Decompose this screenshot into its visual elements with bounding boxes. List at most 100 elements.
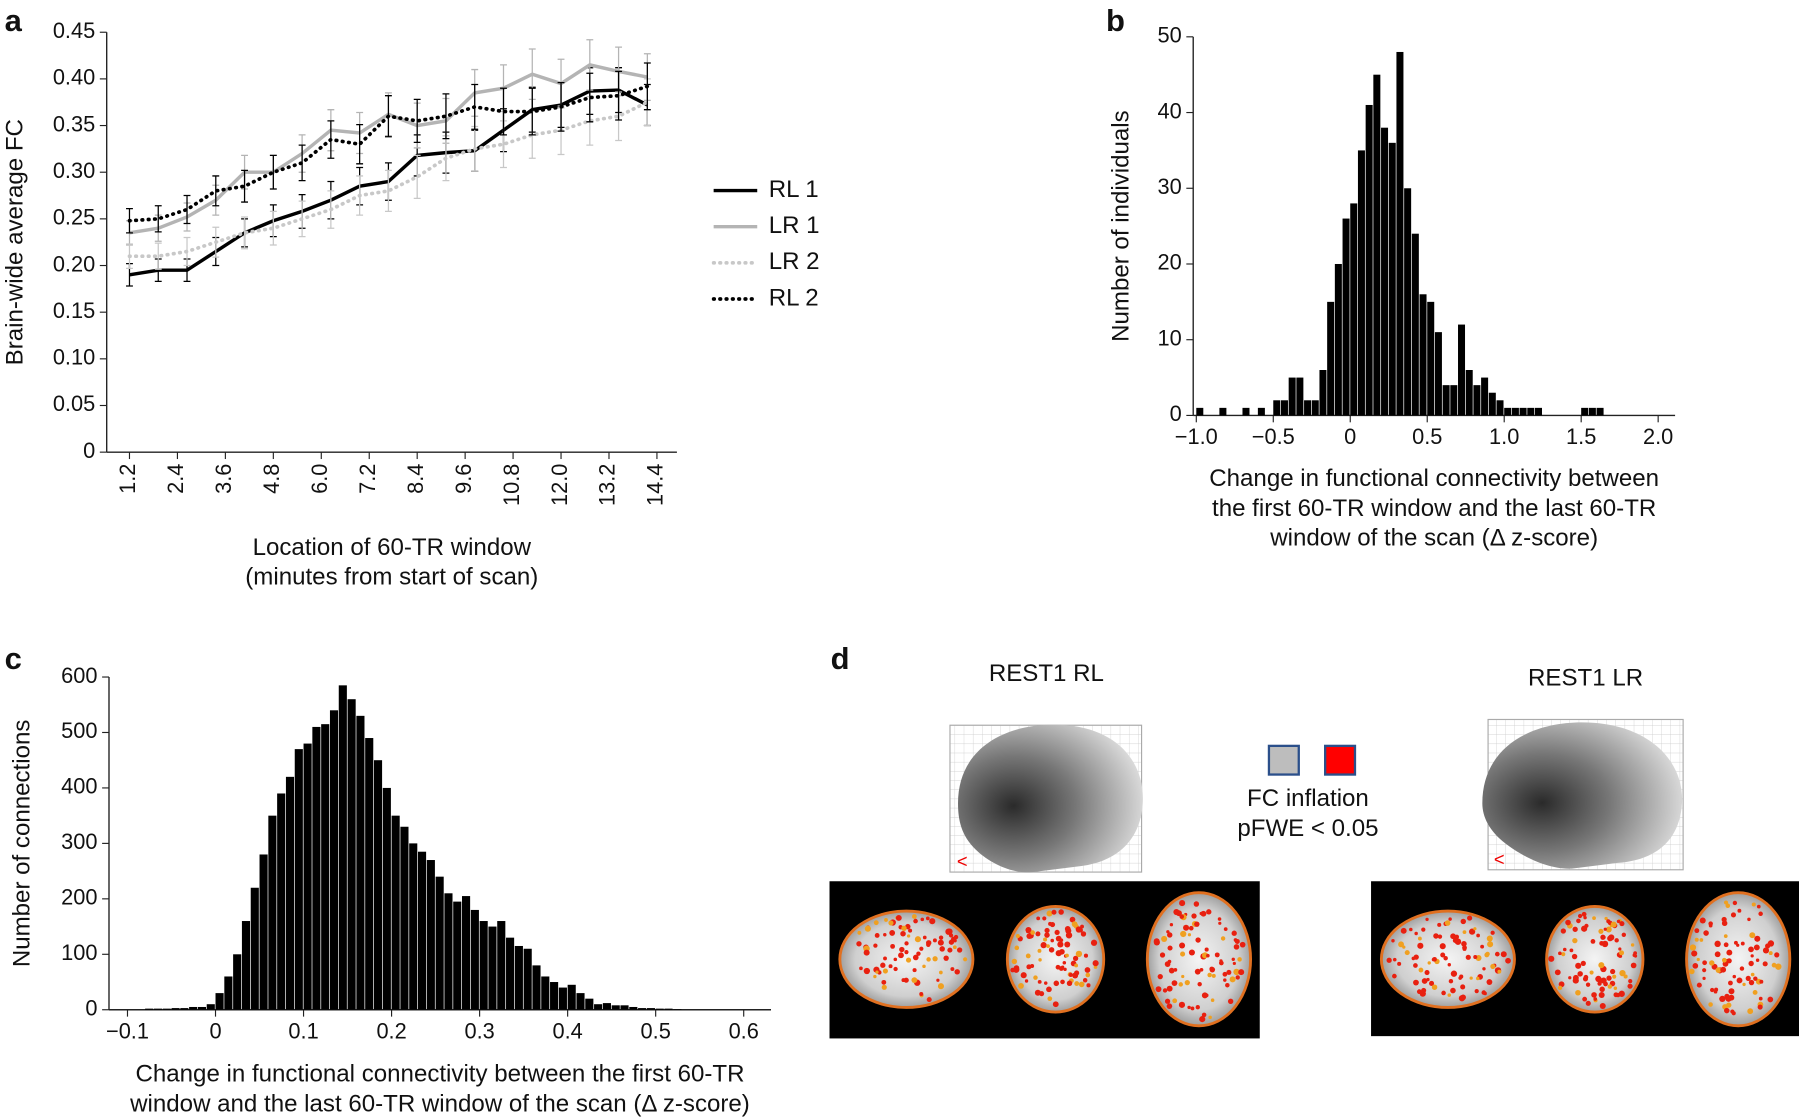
activation	[1582, 996, 1588, 1002]
legend-label: LR 1	[769, 212, 820, 239]
error-bar	[269, 210, 277, 246]
activation	[1607, 935, 1613, 942]
series-line	[127, 84, 650, 223]
activation	[1557, 985, 1563, 990]
y-tick-label: 100	[61, 940, 97, 965]
bar	[233, 954, 242, 1010]
y-tick-label: 20	[1158, 250, 1182, 275]
activation	[1199, 1016, 1206, 1023]
activation	[1179, 942, 1186, 949]
bar	[400, 826, 409, 1010]
activation	[1774, 952, 1780, 958]
activation	[1561, 952, 1566, 957]
activation	[1469, 976, 1473, 980]
bar	[312, 726, 321, 1010]
activation	[883, 956, 887, 961]
bar	[1534, 407, 1543, 416]
activation	[1577, 913, 1583, 919]
activation	[856, 941, 862, 947]
activation	[1392, 957, 1397, 962]
activation	[1025, 953, 1031, 959]
activation	[1167, 959, 1172, 964]
bar	[206, 1004, 215, 1010]
bar	[294, 749, 303, 1010]
bar	[373, 760, 383, 1010]
activation	[1630, 962, 1637, 969]
bar	[382, 787, 391, 1010]
activation	[948, 933, 954, 938]
panel-label: a	[5, 3, 23, 38]
activation	[1569, 948, 1574, 953]
activation	[1597, 981, 1602, 986]
activation	[1583, 974, 1589, 980]
activation	[883, 933, 887, 937]
activation	[1074, 970, 1080, 976]
x-tick-label: 10.8	[499, 464, 524, 506]
activation	[1440, 952, 1446, 958]
activation	[1178, 982, 1183, 987]
activation	[1010, 967, 1015, 973]
x-axis-label: Change in functional connectivity betwee…	[1209, 465, 1659, 492]
activation	[1732, 974, 1737, 979]
activation	[1036, 916, 1041, 921]
y-tick-label: 0	[1170, 401, 1182, 426]
y-tick-label: 0.35	[53, 111, 95, 136]
bar	[1411, 233, 1419, 416]
bar	[1381, 127, 1389, 416]
activation	[1709, 960, 1715, 966]
activation	[1159, 952, 1166, 958]
activation	[1180, 951, 1186, 957]
activation	[1201, 992, 1208, 999]
activation	[1392, 973, 1397, 979]
activation	[1490, 963, 1496, 969]
activation	[1090, 939, 1098, 946]
x-tick-label: 1.0	[1489, 424, 1519, 449]
activation	[1627, 983, 1633, 989]
activation	[898, 952, 904, 959]
activation	[1689, 968, 1695, 975]
activation	[1179, 914, 1185, 919]
activation	[1197, 981, 1202, 987]
activation	[1708, 1002, 1713, 1007]
slice	[1545, 905, 1645, 1014]
activation	[1233, 968, 1240, 976]
activation	[922, 935, 927, 940]
bar	[303, 743, 312, 1010]
activation	[1450, 970, 1458, 977]
activation	[1474, 989, 1479, 994]
activation	[1072, 955, 1079, 961]
activation	[1448, 917, 1452, 921]
activation	[912, 968, 917, 973]
activation	[914, 936, 921, 943]
error-bar	[384, 169, 392, 213]
x-tick-label: 13.2	[595, 464, 620, 506]
bar	[638, 1008, 647, 1010]
activation	[920, 917, 925, 922]
activation	[1239, 941, 1246, 948]
activation	[1093, 965, 1098, 969]
activation	[873, 920, 879, 926]
y-tick-label: 0.05	[53, 391, 95, 416]
activation	[1748, 960, 1754, 967]
activation	[1691, 950, 1698, 957]
activation	[1065, 932, 1073, 939]
x-tick-label: 4.8	[259, 464, 284, 494]
bar	[1527, 407, 1535, 416]
y-tick-label: 10	[1158, 325, 1182, 350]
activation	[1739, 966, 1745, 971]
activation	[1020, 972, 1027, 979]
activation	[945, 928, 952, 935]
bar	[1388, 142, 1396, 416]
activation	[1476, 933, 1480, 938]
activation	[1599, 986, 1605, 992]
activation	[926, 957, 931, 962]
activation	[1696, 982, 1702, 988]
activation	[1206, 953, 1210, 958]
panel-title: REST1 RL	[989, 660, 1104, 687]
activation	[1157, 973, 1163, 980]
bar	[1365, 104, 1373, 416]
y-tick-label: 0.45	[53, 18, 95, 43]
activation	[1398, 941, 1404, 948]
x-axis-label: window of the scan (Δ z-score)	[1269, 525, 1598, 552]
activation	[1222, 971, 1228, 977]
